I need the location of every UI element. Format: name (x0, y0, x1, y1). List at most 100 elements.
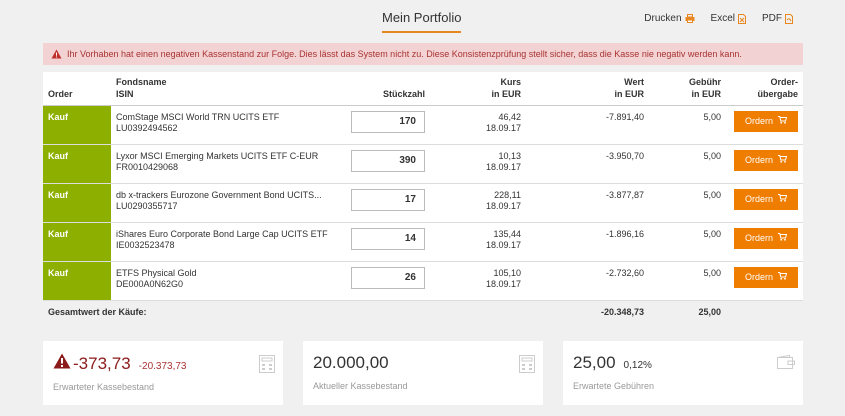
fund-cell: db x-trackers Eurozone Government Bond U… (111, 183, 346, 223)
price-date: 18.09.17 (485, 239, 521, 250)
order-button[interactable]: Ordern (734, 227, 798, 249)
cart-icon (778, 194, 788, 204)
submit-cell: Ordern (726, 261, 803, 301)
total-spacer (430, 300, 526, 324)
calculator-icon (519, 355, 535, 373)
expected-cash-value: -373,73 (53, 353, 131, 374)
excel-file-icon (738, 13, 746, 24)
order-button-label: Ordern (744, 233, 773, 243)
col-fee-l1: Gebühr (688, 76, 721, 87)
qty-cell (346, 144, 430, 184)
order-button[interactable]: Ordern (734, 188, 798, 210)
price-value: 46,42 (498, 111, 521, 122)
value-cell: -1.896,16 (526, 222, 649, 262)
table-row: Kauf iShares Euro Corporate Bond Large C… (43, 222, 803, 262)
col-qty: Stückzahl (346, 72, 430, 106)
fee-cell: 5,00 (649, 144, 726, 184)
table-row: Kauf ETFS Physical Gold DE000A0N62G0 105… (43, 261, 803, 301)
pdf-file-icon (785, 13, 793, 24)
warning-icon (53, 353, 71, 369)
qty-cell (346, 105, 430, 145)
order-type: Kauf (43, 261, 111, 301)
excel-button[interactable]: Excel (711, 13, 746, 24)
price-date: 18.09.17 (485, 161, 521, 172)
qty-cell (346, 222, 430, 262)
total-fee: 25,00 (649, 300, 726, 324)
orders-table: Order Fondsname ISIN Stückzahl Kurs in E… (43, 72, 803, 324)
expected-fees-card: 25,00 0,12% Erwartete Gebühren (563, 341, 803, 405)
price-date: 18.09.17 (485, 122, 521, 133)
col-fee-l2: in EUR (691, 88, 721, 99)
col-price: Kurs in EUR (430, 72, 526, 106)
pdf-button[interactable]: PDF (762, 13, 793, 24)
col-fee: Gebühr in EUR (649, 72, 726, 106)
price-value: 105,10 (493, 267, 521, 278)
fee-cell: 5,00 (649, 183, 726, 223)
total-spacer-end (726, 300, 803, 324)
cart-icon (778, 155, 788, 165)
fund-name: ETFS Physical Gold (116, 267, 197, 278)
expected-fees-value: 25,00 (573, 353, 616, 372)
fund-name: Lyxor MSCI Emerging Markets UCITS ETF C-… (116, 150, 319, 161)
price-cell: 135,44 18.09.17 (430, 222, 526, 262)
fund-isin: DE000A0N62G0 (116, 278, 184, 289)
fee-cell: 5,00 (649, 261, 726, 301)
fund-isin: IE0032523478 (116, 239, 175, 250)
submit-cell: Ordern (726, 183, 803, 223)
cart-icon (778, 233, 788, 243)
price-cell: 228,11 18.09.17 (430, 183, 526, 223)
submit-cell: Ordern (726, 105, 803, 145)
expected-fees-percent: 0,12% (623, 360, 652, 371)
price-cell: 10,13 18.09.17 (430, 144, 526, 184)
quantity-input[interactable] (351, 110, 425, 133)
table-row: Kauf Lyxor MSCI Emerging Markets UCITS E… (43, 144, 803, 184)
wallet-icon (777, 355, 795, 369)
quantity-input[interactable] (351, 227, 425, 250)
col-fund: Fondsname ISIN (111, 72, 346, 106)
order-type: Kauf (43, 105, 111, 145)
current-cash-value: 20.000,00 (313, 353, 389, 372)
value-cell: -3.877,87 (526, 183, 649, 223)
export-actions: Drucken Excel PDF (644, 13, 793, 24)
print-button[interactable]: Drucken (644, 13, 695, 24)
fee-cell: 5,00 (649, 105, 726, 145)
order-button-label: Ordern (744, 194, 773, 204)
alert-text: Ihr Vorhaben hat einen negativen Kassens… (67, 49, 742, 59)
fund-cell: ComStage MSCI World TRN UCITS ETF LU0392… (111, 105, 346, 145)
fee-cell: 5,00 (649, 222, 726, 262)
warning-icon (51, 49, 62, 59)
price-value: 135,44 (493, 228, 521, 239)
fund-isin: FR0010429068 (116, 161, 179, 172)
calculator-icon (259, 355, 275, 373)
col-submit-l1: Order- (770, 76, 798, 87)
fund-cell: ETFS Physical Gold DE000A0N62G0 (111, 261, 346, 301)
fund-isin: LU0290355717 (116, 200, 178, 211)
orders-body: Kauf ComStage MSCI World TRN UCITS ETF L… (43, 105, 803, 324)
expected-cash-delta: -20.373,73 (138, 361, 187, 372)
submit-cell: Ordern (726, 144, 803, 184)
price-date: 18.09.17 (485, 200, 521, 211)
fund-name: ComStage MSCI World TRN UCITS ETF (116, 111, 280, 122)
expected-cash-values: -373,73 -20.373,73 (53, 353, 273, 374)
cart-icon (778, 116, 788, 126)
expected-cash-card: -373,73 -20.373,73 Erwarteter Kassebesta… (43, 341, 283, 405)
quantity-input[interactable] (351, 266, 425, 289)
expected-cash-amount: -373,73 (73, 354, 131, 373)
summary-cards: -373,73 -20.373,73 Erwarteter Kassebesta… (43, 341, 803, 405)
col-fund-name: Fondsname (116, 76, 167, 87)
col-price-l1: Kurs (500, 76, 521, 87)
fund-name: iShares Euro Corporate Bond Large Cap UC… (116, 228, 328, 239)
order-button[interactable]: Ordern (734, 149, 798, 171)
order-button-label: Ordern (744, 116, 773, 126)
order-button[interactable]: Ordern (734, 266, 798, 288)
quantity-input[interactable] (351, 188, 425, 211)
current-cash-label: Aktueller Kassebestand (313, 381, 408, 391)
col-value: Wert in EUR (526, 72, 649, 106)
price-value: 228,11 (494, 189, 521, 200)
quantity-input[interactable] (351, 149, 425, 172)
order-type: Kauf (43, 222, 111, 262)
order-button[interactable]: Ordern (734, 110, 798, 132)
order-type: Kauf (43, 183, 111, 223)
excel-label: Excel (710, 13, 735, 24)
table-row: Kauf db x-trackers Eurozone Government B… (43, 183, 803, 223)
